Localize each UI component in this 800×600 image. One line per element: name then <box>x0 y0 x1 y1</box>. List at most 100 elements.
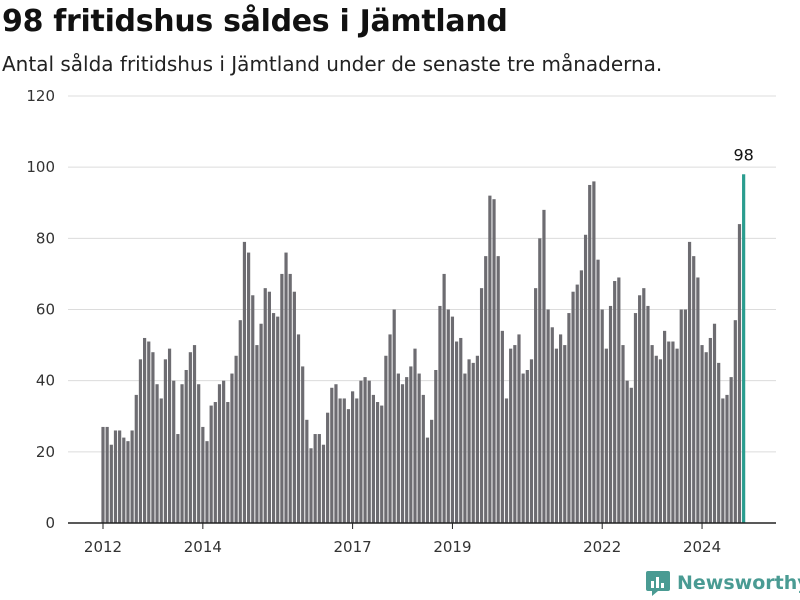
bar <box>280 273 284 523</box>
bar <box>105 426 109 523</box>
bar <box>517 334 521 523</box>
bar <box>542 209 546 523</box>
bar <box>617 277 621 523</box>
bar <box>600 309 604 523</box>
bar <box>342 398 346 523</box>
bar <box>363 377 367 523</box>
bar <box>534 288 538 523</box>
bar <box>359 380 363 523</box>
bar <box>259 323 263 523</box>
bars <box>101 174 746 524</box>
bar <box>309 448 313 523</box>
bar <box>596 259 600 523</box>
bar <box>455 341 459 523</box>
bar <box>475 355 479 523</box>
bar <box>633 313 638 523</box>
bar <box>733 320 737 523</box>
bar <box>313 434 317 523</box>
y-tick-label: 120 <box>26 87 55 105</box>
bar <box>292 291 296 523</box>
bar <box>484 256 488 524</box>
bar <box>559 334 563 523</box>
bar <box>126 441 130 523</box>
bar <box>459 337 463 523</box>
bar <box>592 181 596 523</box>
bar <box>226 402 230 523</box>
x-tick-label: 2022 <box>583 538 621 556</box>
bar <box>355 398 359 523</box>
bar <box>330 387 334 523</box>
y-tick-label: 20 <box>36 443 55 461</box>
bar <box>400 384 405 523</box>
bar <box>621 345 625 523</box>
data-label: 98 <box>733 145 753 164</box>
bar <box>163 359 167 523</box>
bar <box>388 334 392 523</box>
bar <box>234 355 238 523</box>
bar <box>696 277 700 523</box>
bar <box>434 369 438 523</box>
bar <box>413 348 417 523</box>
bar <box>554 348 559 523</box>
bar <box>159 398 163 523</box>
bar <box>176 434 180 523</box>
bar <box>488 195 492 523</box>
bar <box>247 252 251 523</box>
bar <box>421 394 425 523</box>
bar <box>642 288 646 523</box>
bar <box>380 405 384 523</box>
bar <box>717 362 721 524</box>
bar <box>571 291 575 523</box>
bar <box>367 380 371 523</box>
newsworthy-brand[interactable]: Newsworthy <box>645 568 800 598</box>
bar <box>138 359 143 523</box>
bar <box>729 377 733 523</box>
x-tick-label: 2024 <box>683 538 721 556</box>
bar <box>167 348 172 523</box>
x-tick-label: 2014 <box>184 538 222 556</box>
bar <box>172 380 176 523</box>
bar <box>550 327 554 523</box>
bar <box>317 434 321 523</box>
bar <box>151 352 155 523</box>
bar <box>442 273 446 523</box>
bar <box>143 337 147 523</box>
bar <box>579 270 583 523</box>
bar <box>147 341 151 523</box>
bar <box>409 366 413 523</box>
bar <box>334 384 338 523</box>
bar <box>288 273 292 523</box>
bar <box>667 341 671 523</box>
bar <box>396 373 400 523</box>
newsworthy-logo-icon <box>646 571 670 596</box>
bar <box>471 362 475 524</box>
x-tick-label: 2012 <box>84 538 122 556</box>
bar <box>521 373 525 523</box>
bar <box>546 309 550 523</box>
bar <box>737 224 742 523</box>
bar <box>205 441 209 523</box>
bar <box>284 252 288 523</box>
bar <box>708 337 712 523</box>
bar <box>721 398 725 523</box>
bar <box>492 199 496 523</box>
bar <box>201 426 205 523</box>
bar <box>604 348 608 523</box>
bar <box>704 352 708 523</box>
bar <box>567 313 571 523</box>
bar <box>509 348 513 523</box>
bar <box>467 359 471 523</box>
bar <box>305 419 309 523</box>
bar <box>625 380 629 523</box>
highlight-bar <box>742 174 746 523</box>
bar <box>122 437 126 523</box>
bar <box>217 384 222 523</box>
bar <box>118 430 122 523</box>
bar <box>563 345 567 523</box>
bar <box>671 341 675 523</box>
bar <box>213 402 217 523</box>
x-axis <box>68 522 776 529</box>
bar <box>321 444 326 523</box>
bar <box>629 387 633 523</box>
